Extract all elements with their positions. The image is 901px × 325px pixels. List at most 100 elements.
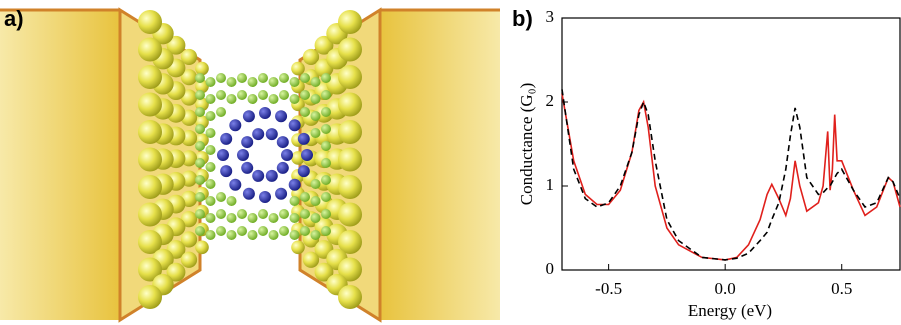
carbon-atom (310, 128, 321, 138)
gold-atom (338, 257, 362, 282)
carbon-atom (226, 196, 237, 206)
nitrogen-atom (252, 128, 265, 141)
gold-atom (195, 79, 209, 94)
gold-atom (291, 61, 305, 76)
plot-frame (561, 17, 901, 271)
carbon-atom (310, 230, 321, 240)
carbon-atom (216, 209, 226, 219)
carbon-atom (268, 77, 279, 87)
gold-atom (338, 10, 362, 34)
gold-atom (180, 251, 198, 268)
nitrogen-atom (265, 128, 278, 141)
gold-atom (138, 175, 162, 199)
carbon-atom (205, 179, 216, 189)
x-axis-label: Energy (eV) (688, 301, 772, 320)
carbon-atom (205, 145, 216, 155)
carbon-atom (195, 90, 205, 100)
carbon-atom (279, 90, 289, 100)
gold-atom (338, 147, 362, 172)
nitrogen-atom (229, 178, 242, 191)
carbon-atom (310, 196, 321, 206)
nitrogen-atom (229, 119, 242, 132)
nitrogen-atom (252, 169, 265, 182)
panel-label: a) (4, 6, 24, 31)
series-line (561, 89, 901, 261)
carbon-atom (195, 226, 205, 236)
x-tick-label: 0.5 (831, 279, 852, 298)
carbon-atom (216, 107, 226, 117)
carbon-atom (268, 213, 279, 223)
gold-atom (138, 202, 162, 227)
gold-atom (314, 35, 334, 55)
gold-atom (302, 251, 320, 268)
carbon-atom (195, 107, 205, 117)
nitrogen-atom (241, 161, 254, 174)
nitrogen-atom (276, 136, 289, 149)
carbon-atom (247, 77, 258, 87)
nitrogen-atom (242, 110, 255, 123)
gold-atom (180, 48, 198, 66)
carbon-atom (310, 213, 321, 223)
gold-atom (180, 69, 198, 86)
carbon-atom (216, 73, 226, 83)
carbon-atom (300, 192, 310, 202)
right-electrode (380, 10, 500, 320)
gold-atom (138, 92, 162, 117)
gold-atom (291, 240, 305, 255)
gold-atom (338, 92, 362, 117)
carbon-atom (300, 73, 310, 83)
series-line (561, 93, 901, 261)
gold-atom (138, 120, 162, 144)
carbon-atom (195, 124, 205, 134)
nitrogen-atom (237, 149, 249, 161)
x-tick-label: 0.0 (715, 279, 736, 298)
gold-atom (138, 230, 162, 254)
carbon-atom (321, 226, 331, 236)
carbon-atom (195, 141, 205, 151)
nitrogen-atom (275, 187, 288, 200)
gold-atom (195, 240, 209, 255)
carbon-atom (258, 209, 268, 219)
carbon-atom (205, 196, 216, 206)
gold-atom (166, 35, 186, 55)
carbon-atom (195, 73, 205, 83)
nitrogen-atom (242, 187, 255, 200)
carbon-atom (289, 230, 300, 240)
nitrogen-atom (220, 165, 233, 178)
gold-atom (138, 147, 162, 172)
carbon-atom (237, 226, 247, 236)
nitrogen-atom (281, 149, 293, 161)
gold-atom (180, 211, 198, 228)
carbon-atom (310, 77, 321, 87)
carbon-atom (321, 158, 331, 168)
carbon-atom (279, 73, 289, 83)
y-tick-label: 2 (546, 91, 555, 110)
nitrogen-atom (301, 149, 313, 161)
carbon-atom (279, 209, 289, 219)
gold-atom (338, 230, 362, 254)
carbon-atom (321, 175, 331, 185)
carbon-atom (268, 230, 279, 240)
nitrogen-atom (276, 161, 289, 174)
carbon-atom (247, 213, 258, 223)
gold-atom (338, 65, 362, 89)
gold-atom (138, 65, 162, 89)
nitrogen-atom (217, 149, 229, 161)
left-electrode (0, 10, 120, 320)
carbon-atom (216, 90, 226, 100)
carbon-atom (216, 192, 226, 202)
nitrogen-atom (220, 132, 233, 145)
carbon-atom (195, 209, 205, 219)
gold-atom (302, 48, 320, 66)
carbon-atom (310, 94, 321, 104)
nitrogen-atom (241, 136, 254, 149)
carbon-atom (300, 107, 310, 117)
carbon-atom (310, 179, 321, 189)
carbon-atom (289, 94, 300, 104)
nitrogen-atom (265, 169, 278, 182)
carbon-atom (321, 107, 331, 117)
carbon-atom (321, 124, 331, 134)
carbon-atom (321, 192, 331, 202)
gold-atom (180, 150, 198, 167)
